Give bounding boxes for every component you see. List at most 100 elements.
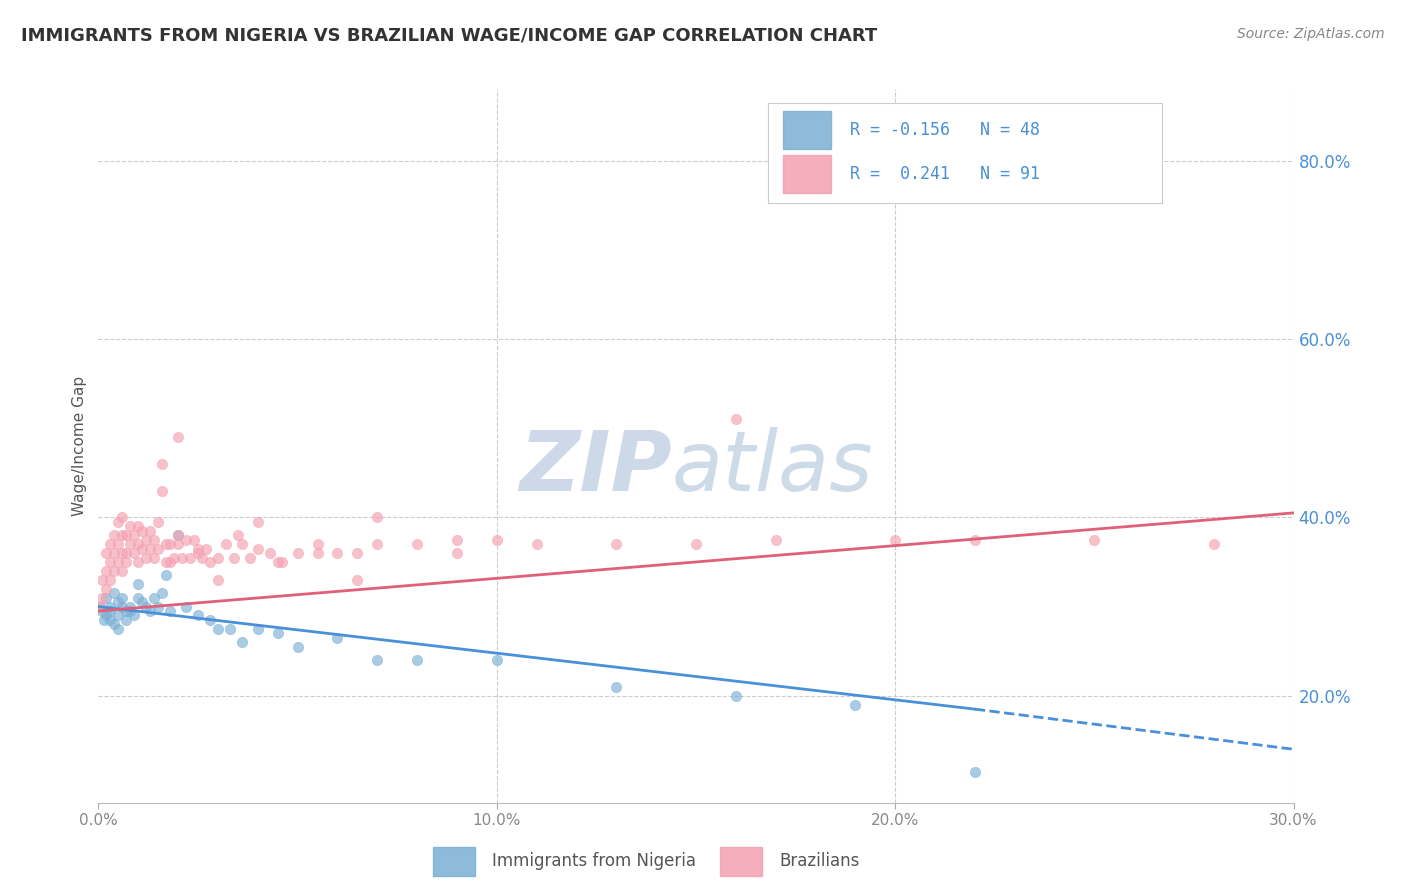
Text: ZIP: ZIP: [519, 427, 672, 508]
Point: [91, 604, 114, 618]
Point: [231, 635, 253, 649]
Text: IMMIGRANTS FROM NIGERIA VS BRAZILIAN WAGE/INCOME GAP CORRELATION CHART: IMMIGRANTS FROM NIGERIA VS BRAZILIAN WAG…: [21, 27, 877, 45]
Point: [406, 537, 429, 551]
Point: [219, 622, 242, 636]
Point: [267, 626, 290, 640]
Point: [124, 546, 146, 560]
Point: [100, 537, 122, 551]
Point: [174, 533, 197, 547]
Point: [115, 528, 138, 542]
Point: [107, 595, 129, 609]
Bar: [783, 155, 831, 194]
Point: [195, 541, 218, 556]
Point: [307, 546, 329, 560]
Point: [111, 564, 134, 578]
Text: R = -0.156   N = 48: R = -0.156 N = 48: [851, 121, 1040, 139]
Point: [346, 546, 368, 560]
Point: [131, 541, 153, 556]
Point: [115, 604, 138, 618]
Point: [103, 546, 125, 560]
Point: [127, 537, 149, 551]
Point: [844, 698, 866, 712]
Point: [91, 573, 114, 587]
Point: [207, 573, 229, 587]
Bar: [783, 112, 831, 150]
Point: [485, 533, 508, 547]
Point: [246, 541, 269, 556]
Point: [120, 537, 142, 551]
Point: [96, 591, 118, 605]
Point: [150, 586, 173, 600]
Point: [96, 546, 118, 560]
Point: [963, 764, 986, 779]
Point: [326, 631, 349, 645]
Point: [187, 608, 209, 623]
Point: [366, 653, 388, 667]
Point: [485, 653, 508, 667]
Point: [724, 412, 747, 426]
Point: [270, 555, 292, 569]
Point: [366, 510, 388, 524]
Point: [191, 550, 214, 565]
Point: [93, 613, 115, 627]
Point: [107, 537, 129, 551]
Point: [96, 564, 118, 578]
Point: [231, 537, 253, 551]
Point: [884, 533, 907, 547]
Point: [139, 541, 162, 556]
Text: Source: ZipAtlas.com: Source: ZipAtlas.com: [1237, 27, 1385, 41]
Point: [1083, 533, 1105, 547]
Point: [103, 586, 125, 600]
Point: [239, 550, 262, 565]
Point: [107, 622, 129, 636]
Point: [143, 591, 166, 605]
Point: [139, 524, 162, 538]
Point: [155, 568, 177, 582]
Point: [1202, 537, 1225, 551]
Point: [215, 537, 238, 551]
Point: [259, 546, 281, 560]
Point: [124, 528, 146, 542]
Point: [111, 546, 134, 560]
Point: [120, 604, 142, 618]
Point: [131, 595, 153, 609]
Point: [148, 541, 170, 556]
Point: [139, 604, 162, 618]
Point: [174, 599, 197, 614]
Point: [605, 537, 627, 551]
Point: [287, 640, 309, 654]
Point: [127, 555, 149, 569]
Point: [135, 599, 157, 614]
Text: atlas: atlas: [672, 427, 873, 508]
Point: [446, 546, 468, 560]
Point: [326, 546, 349, 560]
Point: [187, 541, 209, 556]
Point: [246, 622, 269, 636]
Point: [267, 555, 290, 569]
Point: [446, 533, 468, 547]
Point: [100, 555, 122, 569]
Point: [150, 457, 173, 471]
Point: [167, 430, 190, 444]
Point: [120, 519, 142, 533]
Point: [155, 537, 177, 551]
Point: [115, 555, 138, 569]
Point: [96, 608, 118, 623]
Point: [406, 653, 429, 667]
Point: [107, 555, 129, 569]
Point: [120, 599, 142, 614]
Point: [135, 533, 157, 547]
Point: [159, 555, 181, 569]
Point: [124, 608, 146, 623]
Text: R =  0.241   N = 91: R = 0.241 N = 91: [851, 165, 1040, 184]
Point: [159, 604, 181, 618]
Point: [172, 550, 194, 565]
Point: [148, 599, 170, 614]
Y-axis label: Wage/Income Gap: Wage/Income Gap: [72, 376, 87, 516]
Point: [96, 582, 118, 596]
Point: [246, 515, 269, 529]
Point: [115, 546, 138, 560]
Point: [111, 591, 134, 605]
Point: [107, 515, 129, 529]
Point: [100, 613, 122, 627]
